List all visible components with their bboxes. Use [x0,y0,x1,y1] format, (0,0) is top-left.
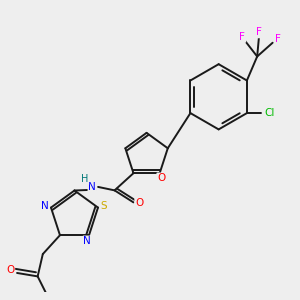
Text: Cl: Cl [264,108,274,118]
Text: F: F [239,32,245,42]
Text: H: H [81,174,88,184]
Text: N: N [83,236,91,246]
Text: O: O [6,265,14,275]
Text: S: S [101,201,107,211]
Text: F: F [275,34,281,44]
Text: N: N [88,182,96,192]
Text: O: O [157,173,166,183]
Text: N: N [41,201,49,211]
Text: F: F [256,27,262,38]
Text: O: O [135,198,143,208]
